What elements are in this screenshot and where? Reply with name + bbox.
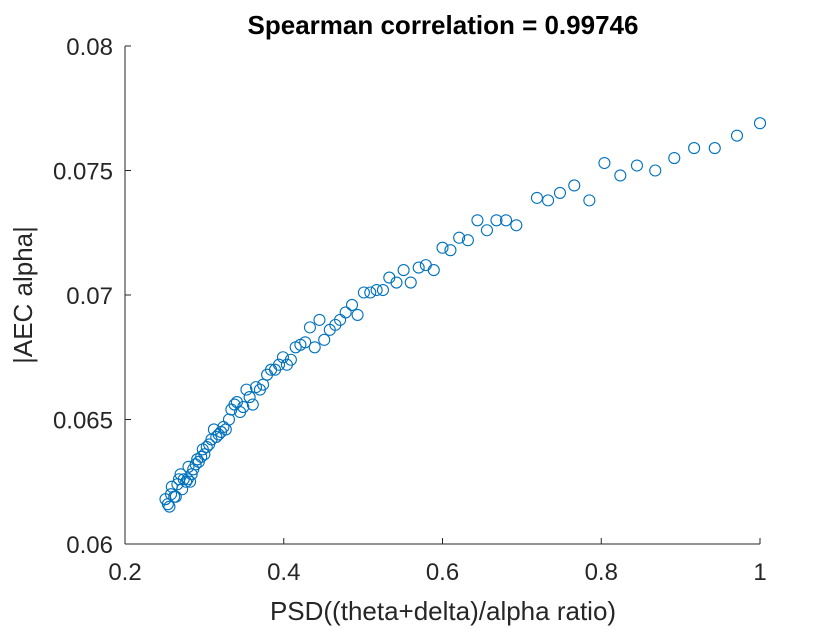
data-point (198, 448, 211, 461)
data-point (614, 169, 627, 182)
data-point (357, 286, 370, 299)
data-point (308, 341, 321, 354)
y-tick-label: 0.065 (53, 408, 113, 435)
x-tick-label: 0.2 (108, 559, 141, 586)
data-point (195, 450, 208, 463)
data-point (480, 224, 494, 237)
data-point (542, 194, 555, 207)
data-point (553, 186, 567, 199)
data-point (583, 194, 596, 207)
data-point (708, 142, 721, 155)
data-point (444, 244, 457, 257)
chart-title: Spearman correlation = 0.99746 (248, 10, 639, 40)
data-point (370, 283, 383, 297)
data-point (376, 283, 390, 297)
data-point (397, 264, 410, 277)
data-point (436, 241, 449, 254)
data-point (530, 191, 544, 204)
data-points (159, 117, 767, 513)
x-axis-label: PSD((theta+delta)/alpha ratio) (270, 596, 616, 626)
y-axis-label: |AEC alpha| (8, 226, 38, 364)
y-tick-label: 0.06 (66, 532, 113, 559)
data-point (351, 308, 364, 321)
data-point (510, 219, 523, 232)
data-point (412, 261, 425, 274)
data-point (299, 336, 312, 349)
y-ticks: 0.06 0.065 0.07 0.075 0.08 (53, 34, 131, 559)
x-tick-label: 0.8 (585, 559, 618, 586)
data-point (630, 159, 644, 172)
data-point (184, 475, 197, 488)
data-point (222, 413, 236, 426)
data-point (419, 259, 432, 272)
data-point (163, 500, 176, 513)
x-tick-label: 0.4 (267, 559, 300, 586)
data-point (390, 276, 403, 289)
data-point (272, 358, 286, 371)
data-point (345, 298, 359, 312)
data-point (318, 333, 331, 346)
x-ticks: 0.2 0.4 0.6 0.8 1 (108, 538, 767, 586)
data-point (753, 117, 767, 130)
y-tick-label: 0.07 (66, 283, 113, 310)
data-point (427, 264, 440, 277)
data-point (313, 313, 326, 326)
x-tick-label: 0.6 (426, 559, 459, 586)
data-point (243, 391, 256, 404)
data-point (237, 400, 250, 414)
data-point (284, 353, 297, 366)
data-point (688, 142, 701, 155)
data-point (404, 276, 417, 289)
data-point (730, 129, 744, 142)
data-point (303, 321, 316, 334)
y-tick-label: 0.08 (66, 34, 113, 61)
y-tick-label: 0.075 (53, 159, 113, 186)
data-point (169, 490, 182, 503)
data-point (240, 383, 253, 396)
data-point (568, 179, 581, 192)
x-tick-label: 1 (753, 559, 766, 586)
data-point (339, 306, 352, 319)
data-point (598, 156, 611, 170)
data-point (461, 234, 474, 247)
data-point (176, 483, 189, 496)
data-point (364, 286, 377, 299)
data-point (490, 214, 503, 227)
plot-axes (124, 46, 760, 545)
data-point (668, 152, 681, 165)
data-point (499, 214, 513, 227)
data-point (471, 214, 484, 227)
data-point (246, 398, 259, 411)
data-point (453, 231, 466, 244)
data-point (649, 164, 662, 177)
data-point (249, 381, 263, 394)
data-point (276, 351, 290, 364)
